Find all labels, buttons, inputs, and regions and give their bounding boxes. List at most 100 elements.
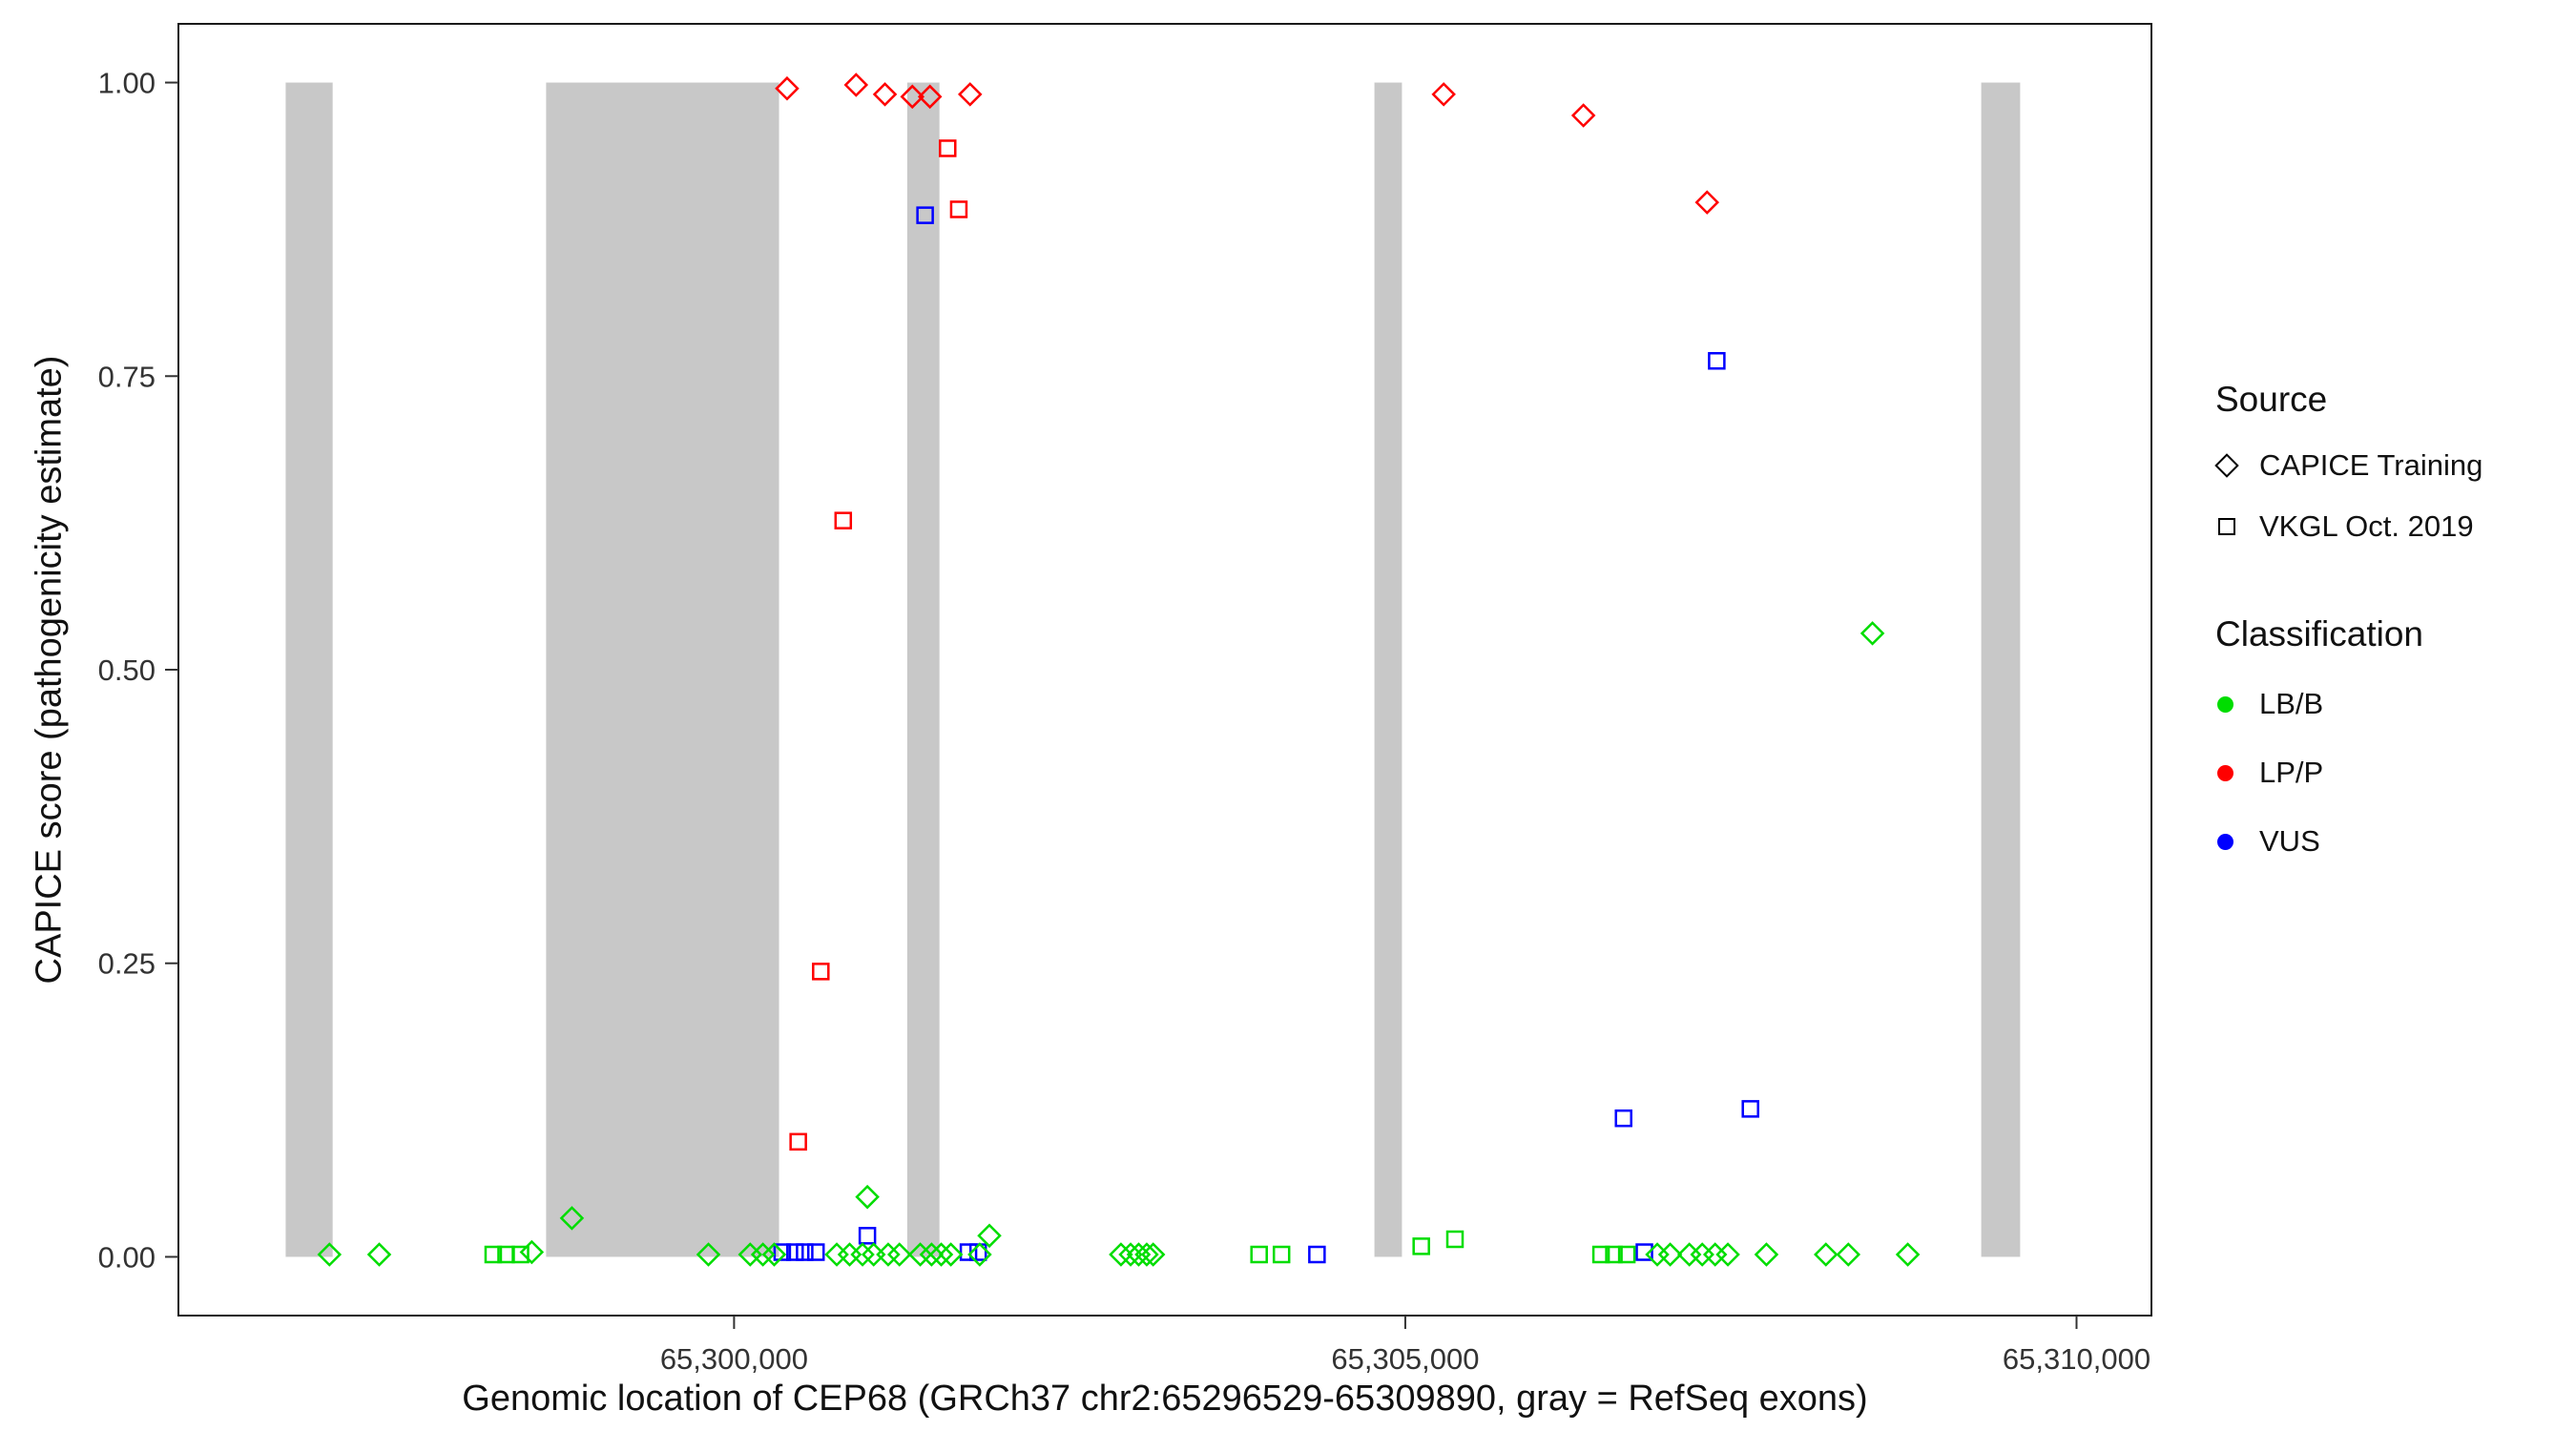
data-point-diamond <box>1645 1242 1670 1267</box>
red-dot-icon <box>2217 764 2233 781</box>
y-tick-label: 0.75 <box>98 360 156 393</box>
y-tick-label: 0.25 <box>98 947 156 981</box>
data-point-diamond <box>1702 1242 1728 1267</box>
x-tick-label: 65,305,000 <box>1331 1342 1479 1376</box>
exon-band <box>1981 82 2021 1257</box>
data-point-square <box>484 1245 503 1264</box>
data-point-square <box>1741 1100 1759 1118</box>
data-point-square <box>1272 1245 1291 1264</box>
data-point-diamond <box>750 1242 776 1267</box>
legend-item-vkgl: VKGL Oct. 2019 <box>2215 496 2483 557</box>
data-point-square <box>796 1243 814 1261</box>
data-point-square <box>1412 1237 1430 1255</box>
exon-band <box>546 82 779 1257</box>
data-point-diamond <box>855 1184 880 1210</box>
data-point-square <box>806 1243 825 1261</box>
legend-item-label: VKGL Oct. 2019 <box>2259 509 2474 543</box>
data-point-square <box>789 1132 807 1151</box>
data-point-diamond <box>957 82 983 107</box>
data-point-diamond <box>1895 1242 1921 1267</box>
data-point-diamond <box>1690 1242 1714 1267</box>
legend-source-title: Source <box>2215 380 2328 419</box>
data-point-diamond <box>907 1242 933 1267</box>
data-point-square <box>1308 1245 1326 1264</box>
data-point-diamond <box>559 1206 585 1231</box>
exon-band <box>906 82 940 1257</box>
data-point-square <box>1445 1230 1465 1249</box>
data-point-diamond <box>1109 1242 1133 1267</box>
data-point-square <box>949 200 968 218</box>
diamond-icon <box>2214 453 2239 478</box>
x-tick-label: 65,310,000 <box>2003 1342 2150 1376</box>
y-axis-title: CAPICE score (pathogenicity estimate) <box>29 355 70 985</box>
data-point-diamond <box>1859 621 1885 646</box>
legend: Source CAPICE Training VKGL Oct. 2019 Cl… <box>2214 380 2483 876</box>
green-dot-icon <box>2217 695 2233 713</box>
data-point-square <box>1614 1109 1632 1128</box>
data-point-diamond <box>696 1242 721 1267</box>
data-point-diamond <box>850 1242 875 1267</box>
data-point-square <box>786 1243 804 1261</box>
data-point-diamond <box>886 1242 912 1267</box>
data-point-diamond <box>872 82 898 107</box>
data-point-diamond <box>1754 1242 1779 1267</box>
data-point-diamond <box>977 1223 1002 1249</box>
legend-glyph <box>2215 833 2259 850</box>
data-point-diamond <box>1118 1242 1143 1267</box>
legend-item-label: LP/P <box>2259 756 2324 789</box>
legend-item-label: VUS <box>2259 824 2320 858</box>
data-point-square <box>1605 1245 1623 1264</box>
data-point-square <box>1591 1245 1610 1264</box>
legend-item-lpp: LP/P <box>2215 738 2483 807</box>
data-point-square <box>858 1227 877 1245</box>
data-point-square <box>1708 352 1726 370</box>
legend-glyph <box>2215 695 2259 713</box>
data-point-diamond <box>1140 1242 1166 1267</box>
data-point-square <box>834 511 853 529</box>
legend-glyph <box>2215 764 2259 781</box>
legend-classification-group: Classification LB/B LP/P VUS <box>2215 614 2483 876</box>
data-point-diamond <box>1694 190 1720 215</box>
data-point-diamond <box>1814 1242 1839 1267</box>
legend-item-capice-training: CAPICE Training <box>2214 435 2483 496</box>
data-point-square <box>939 139 957 157</box>
legend-item-label: LB/B <box>2259 687 2324 720</box>
legend-glyph <box>2215 518 2259 535</box>
legend-item-label: CAPICE Training <box>2259 448 2483 482</box>
legend-glyph <box>2214 453 2259 478</box>
data-point-diamond <box>775 75 800 101</box>
x-axis-title: Genomic location of CEP68 (GRCh37 chr2:6… <box>462 1379 1868 1419</box>
blue-dot-icon <box>2217 833 2233 850</box>
data-point-diamond <box>519 1239 545 1265</box>
y-tick-label: 0.50 <box>98 653 156 687</box>
square-icon <box>2218 518 2235 535</box>
legend-classification-title: Classification <box>2215 614 2423 653</box>
data-point-diamond <box>917 84 943 110</box>
panel-border <box>177 23 2152 1317</box>
exon-band <box>285 82 333 1257</box>
data-point-diamond <box>1570 103 1596 128</box>
data-point-diamond <box>843 73 869 97</box>
data-point-square <box>1250 1245 1268 1264</box>
data-point-diamond <box>1134 1242 1159 1267</box>
legend-item-lbb: LB/B <box>2215 670 2483 738</box>
data-point-diamond <box>928 1242 954 1267</box>
x-tick-label: 65,300,000 <box>660 1342 808 1376</box>
data-point-diamond <box>1657 1242 1683 1267</box>
exon-band <box>1374 82 1402 1257</box>
data-point-diamond <box>1715 1242 1740 1267</box>
legend-source-group: Source CAPICE Training VKGL Oct. 2019 <box>2214 380 2483 557</box>
data-point-square <box>1617 1245 1636 1264</box>
data-point-diamond <box>761 1242 787 1267</box>
data-point-diamond <box>824 1242 849 1267</box>
data-point-square <box>1635 1243 1653 1261</box>
data-point-diamond <box>919 1242 945 1267</box>
data-point-diamond <box>876 1242 901 1267</box>
data-point-square <box>812 963 830 981</box>
data-point-diamond <box>967 1242 992 1267</box>
data-point-diamond <box>317 1242 343 1267</box>
y-tick-label: 0.00 <box>98 1240 156 1274</box>
data-point-diamond <box>1431 82 1456 107</box>
